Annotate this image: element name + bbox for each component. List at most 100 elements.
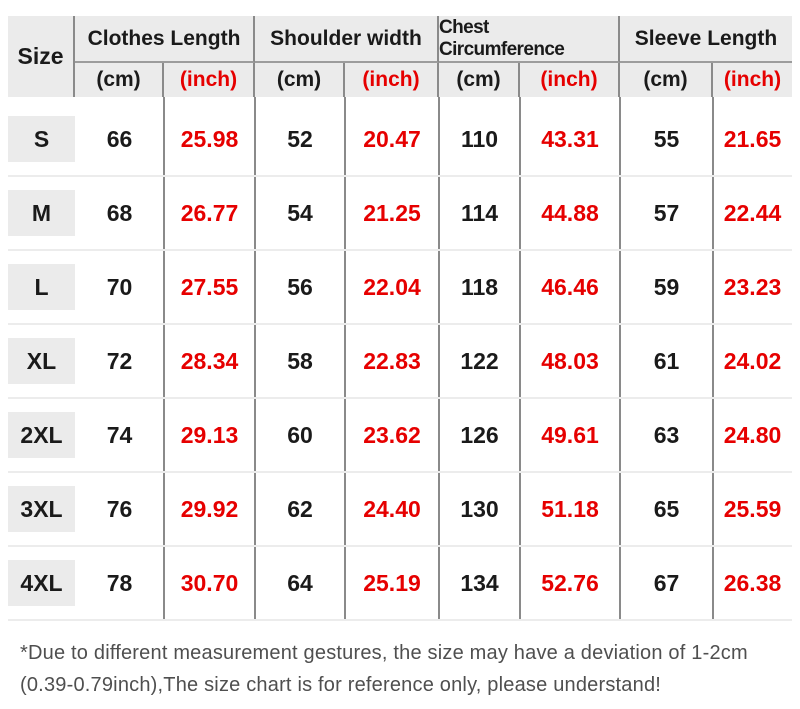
value-cell: 25.19 [363, 569, 421, 596]
size-cell: M [8, 177, 75, 249]
value-cell: 66 [106, 125, 133, 152]
value-cell: 46.46 [541, 273, 599, 300]
value-cell: 25.59 [723, 495, 782, 522]
header-size: Size [8, 16, 75, 97]
table-row: L 70 27.55 56 22.04 118 46.46 59 23.23 [8, 251, 792, 325]
value-cell: 55 [653, 125, 680, 152]
value-cell: 114 [460, 199, 499, 226]
value-cell: 24.80 [723, 421, 782, 448]
value-cell: 20.47 [363, 125, 421, 152]
size-label: L [8, 264, 75, 310]
unit-inch: (inch) [164, 63, 255, 97]
value-cell: 76 [106, 495, 133, 522]
size-label: XL [8, 338, 75, 384]
value-cell: 25.98 [180, 125, 239, 152]
value-cell: 134 [460, 569, 499, 596]
size-label: S [8, 116, 75, 162]
header-chest-circumference: Chest Circumference [439, 16, 620, 63]
value-cell: 70 [106, 273, 133, 300]
table-header: Size Clothes Length Shoulder width Chest… [8, 16, 792, 97]
unit-cm: (cm) [255, 63, 345, 97]
value-cell: 26.38 [723, 569, 782, 596]
value-cell: 57 [653, 199, 680, 226]
value-cell: 58 [287, 347, 313, 374]
value-cell: 63 [653, 421, 680, 448]
size-chart-table: Size Clothes Length Shoulder width Chest… [8, 16, 792, 621]
value-cell: 49.61 [541, 421, 599, 448]
header-sleeve-length: Sleeve Length [620, 16, 792, 63]
value-cell: 110 [460, 125, 499, 152]
unit-inch: (inch) [723, 68, 782, 91]
unit-cm: (cm) [620, 63, 713, 97]
size-cell: L [8, 251, 75, 323]
value-cell: 21.25 [363, 199, 421, 226]
table-row: S 66 25.98 52 20.47 110 43.31 55 21.65 [8, 103, 792, 177]
value-cell: 64 [287, 569, 313, 596]
column-divider [344, 97, 346, 621]
column-divider [519, 97, 521, 621]
value-cell: 29.92 [180, 495, 239, 522]
value-cell: 56 [287, 273, 313, 300]
column-divider [619, 97, 621, 621]
value-cell: 52 [287, 125, 313, 152]
table-row: 2XL 74 29.13 60 23.62 126 49.61 63 24.80 [8, 399, 792, 473]
size-label: 2XL [8, 412, 75, 458]
size-cell: 4XL [8, 547, 75, 619]
value-cell: 30.70 [180, 569, 239, 596]
value-cell: 118 [460, 273, 499, 300]
value-cell: 51.18 [541, 495, 599, 522]
table-row: 4XL 78 30.70 64 25.19 134 52.76 67 26.38 [8, 547, 792, 621]
disclaimer-line-1: *Due to different measurement gestures, … [20, 642, 748, 664]
size-label: M [8, 190, 75, 236]
value-cell: 54 [287, 199, 313, 226]
value-cell: 65 [653, 495, 680, 522]
size-label: 4XL [8, 560, 75, 606]
table-row: XL 72 28.34 58 22.83 122 48.03 61 24.02 [8, 325, 792, 399]
value-cell: 52.76 [541, 569, 599, 596]
value-cell: 24.40 [363, 495, 421, 522]
size-cell: XL [8, 325, 75, 397]
header-clothes-length: Clothes Length [75, 16, 255, 63]
value-cell: 43.31 [541, 125, 599, 152]
table-row: M 68 26.77 54 21.25 114 44.88 57 22.44 [8, 177, 792, 251]
column-divider [712, 97, 714, 621]
value-cell: 23.23 [723, 273, 782, 300]
value-cell: 44.88 [541, 199, 599, 226]
value-cell: 60 [287, 421, 313, 448]
value-cell: 23.62 [363, 421, 421, 448]
value-cell: 68 [106, 199, 133, 226]
value-cell: 78 [106, 569, 133, 596]
table-row: 3XL 76 29.92 62 24.40 130 51.18 65 25.59 [8, 473, 792, 547]
unit-inch: (inch) [345, 63, 439, 97]
value-cell: 26.77 [180, 199, 239, 226]
size-cell: 3XL [8, 473, 75, 545]
column-divider [163, 97, 165, 621]
column-divider [254, 97, 256, 621]
value-cell: 126 [460, 421, 499, 448]
disclaimer-line-2: (0.39-0.79inch),The size chart is for re… [20, 673, 662, 696]
measurement-disclaimer: *Due to different measurement gestures, … [20, 638, 748, 701]
value-cell: 61 [653, 347, 680, 374]
column-divider [438, 97, 440, 621]
unit-cm: (cm) [439, 63, 520, 97]
size-label: 3XL [8, 486, 75, 532]
unit-cm: (cm) [75, 63, 164, 97]
value-cell: 130 [460, 495, 499, 522]
value-cell: 22.83 [363, 347, 421, 374]
value-cell: 48.03 [541, 347, 599, 374]
size-cell: S [8, 103, 75, 175]
value-cell: 24.02 [723, 347, 782, 374]
value-cell: 29.13 [180, 421, 239, 448]
size-cell: 2XL [8, 399, 75, 471]
value-cell: 59 [653, 273, 680, 300]
table-body: S 66 25.98 52 20.47 110 43.31 55 21.65 M… [8, 97, 792, 621]
value-cell: 122 [460, 347, 499, 374]
value-cell: 21.65 [723, 125, 782, 152]
header-shoulder-width: Shoulder width [255, 16, 439, 63]
value-cell: 74 [106, 421, 133, 448]
unit-inch: (inch) [520, 63, 620, 97]
value-cell: 22.44 [723, 199, 782, 226]
value-cell: 67 [653, 569, 680, 596]
value-cell: 22.04 [363, 273, 421, 300]
